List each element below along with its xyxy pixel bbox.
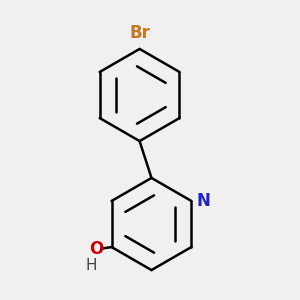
Text: Br: Br	[129, 24, 150, 42]
Text: O: O	[90, 239, 104, 257]
Text: N: N	[197, 192, 211, 210]
Text: H: H	[85, 258, 97, 273]
